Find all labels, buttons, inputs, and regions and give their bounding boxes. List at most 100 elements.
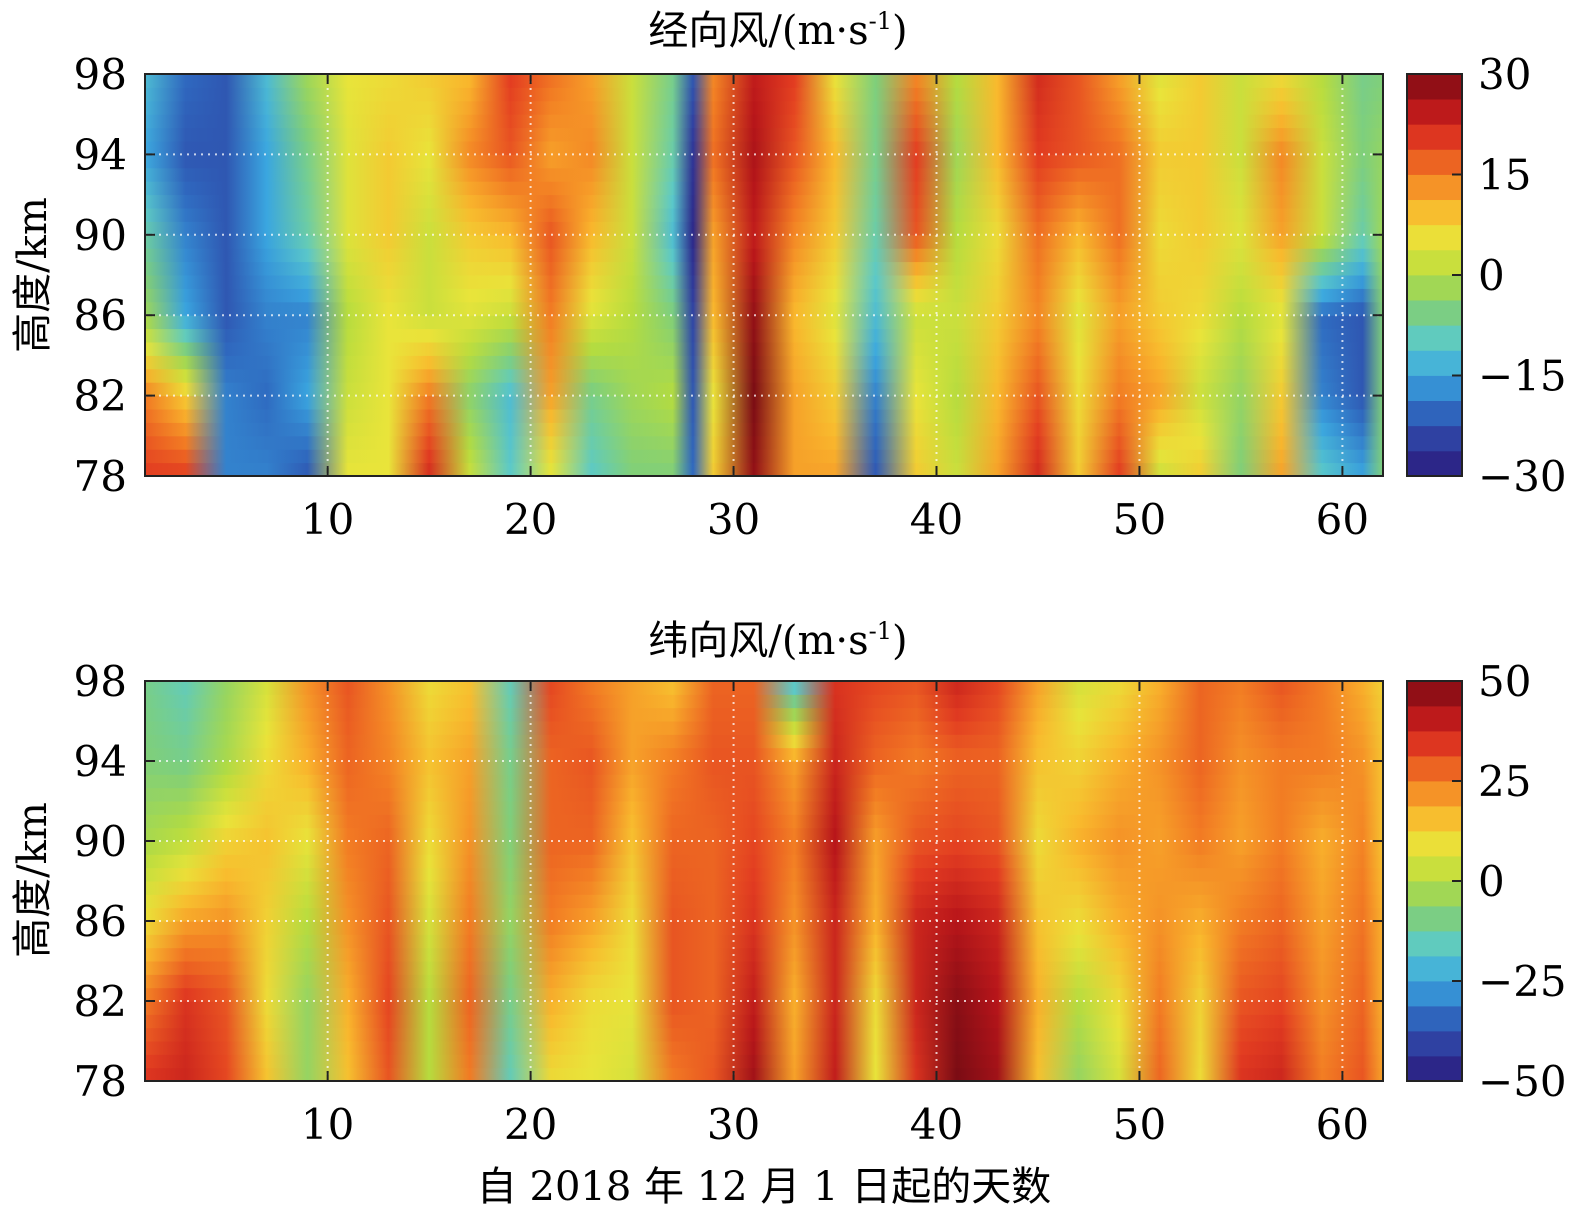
heatmap-band: [145, 681, 1383, 695]
colorbar-segment: [1407, 980, 1462, 1007]
colorbar-segment: [1407, 855, 1462, 882]
heatmap-meridional: [145, 74, 1383, 476]
colorbar-segment: [1407, 349, 1462, 376]
heatmap-band: [145, 987, 1383, 1002]
heatmap-zonal: [145, 681, 1383, 1081]
heatmap-band: [145, 840, 1383, 855]
colorbar-segment: [1407, 955, 1462, 982]
title-zonal-main: 纬向风/(m·s: [648, 618, 868, 664]
heatmap-band: [145, 287, 1383, 303]
colorbar-tick-label: −15: [1478, 352, 1567, 401]
heatmap-band: [145, 747, 1383, 762]
colorbar-segment: [1407, 299, 1462, 326]
heatmap-band: [145, 234, 1383, 249]
colorbar-tick-label: −30: [1478, 452, 1567, 501]
heatmap-band: [145, 381, 1383, 397]
y-tick-label: 86: [74, 291, 127, 340]
x-ticks-zonal: 10 20 30 40 50 60: [301, 681, 1369, 1149]
colorbar-tick-label: 25: [1478, 757, 1531, 806]
heatmap-band: [145, 341, 1383, 356]
heatmap-band: [145, 395, 1383, 410]
title-meridional-sup: -1: [869, 7, 892, 35]
colorbar-segment: [1407, 780, 1462, 807]
y-tick-label: 98: [74, 50, 127, 99]
colorbar-segment: [1407, 174, 1462, 201]
colorbar-segment: [1407, 930, 1462, 957]
heatmap-band: [145, 74, 1383, 88]
heatmap-band: [145, 1000, 1383, 1015]
x-tick-label: 10: [301, 1100, 354, 1149]
colorbar-segment: [1407, 880, 1462, 907]
x-tick-label: 20: [504, 1100, 557, 1149]
heatmap-band: [145, 261, 1383, 276]
heatmap-band: [145, 920, 1383, 935]
ylabel-zonal: 高度/km: [10, 802, 56, 958]
colorbar-segment: [1407, 98, 1462, 125]
y-tick-label: 82: [74, 372, 127, 421]
x-tick-label: 50: [1113, 1100, 1166, 1149]
y-tick-label: 94: [74, 737, 127, 786]
heatmap-band: [145, 707, 1383, 722]
heatmap-band: [145, 274, 1383, 289]
heatmap-band: [145, 140, 1383, 155]
heatmap-band: [145, 973, 1383, 989]
heatmap-band: [145, 733, 1383, 749]
heatmap-band: [145, 813, 1383, 829]
heatmap-band: [145, 773, 1383, 789]
colorbar-segment: [1407, 224, 1462, 251]
colorbar-segment: [1407, 425, 1462, 452]
heatmap-band: [145, 787, 1383, 802]
colorbar-segment: [1407, 830, 1462, 857]
x-tick-label: 40: [910, 1100, 963, 1149]
colorbar-zonal: −50 −25 0 25 50: [1406, 657, 1567, 1106]
colorbar-segment: [1407, 680, 1462, 707]
colorbar-segment: [1407, 755, 1462, 782]
y-ticks-meridional: 78 82 86 90 94 98: [74, 50, 1383, 501]
colorbar-tick-label: 15: [1478, 151, 1531, 200]
title-meridional-end: ): [892, 8, 908, 54]
colorbar-segment: [1407, 805, 1462, 832]
heatmap-band: [145, 408, 1383, 423]
x-tick-label: 30: [707, 1100, 760, 1149]
x-tick-label: 30: [707, 495, 760, 544]
heatmap-band: [145, 435, 1383, 450]
colorbar-segment: [1407, 400, 1462, 427]
panel-meridional: 经向风/(m·s-1) 10 20 30 40 50 60 78 82 86 90 94 98 高度…: [10, 7, 1567, 544]
heatmap-band: [145, 368, 1383, 383]
colorbar-segment: [1407, 274, 1462, 301]
colorbar-segment: [1407, 199, 1462, 226]
heatmap-band: [145, 421, 1383, 437]
colorbar-segment: [1407, 705, 1462, 732]
colorbar-tick-label: 0: [1478, 857, 1505, 906]
y-tick-label: 78: [74, 452, 127, 501]
plot-frame-zonal: [144, 680, 1384, 1082]
x-ticks-meridional: 10 20 30 40 50 60: [301, 74, 1369, 544]
colorbar-segment: [1407, 1030, 1462, 1057]
heatmap-band: [145, 462, 1383, 476]
heatmap-band: [145, 800, 1383, 815]
heatmap-band: [145, 693, 1383, 709]
colorbar-segment: [1407, 324, 1462, 351]
heatmap-band: [145, 720, 1383, 735]
heatmap-band: [145, 933, 1383, 949]
colorbar-segment: [1407, 905, 1462, 932]
heatmap-band: [145, 247, 1383, 263]
heatmap-band: [145, 960, 1383, 975]
heatmap-band: [145, 314, 1383, 330]
heatmap-band: [145, 127, 1383, 142]
title-zonal-end: ): [892, 618, 908, 664]
heatmap-band: [145, 827, 1383, 842]
colorbar-tick-label: 30: [1478, 50, 1531, 99]
y-tick-label: 90: [74, 817, 127, 866]
heatmap-band: [145, 853, 1383, 869]
heatmap-band: [145, 907, 1383, 922]
colorbar-segment: [1407, 249, 1462, 276]
y-ticks-zonal: 78 82 86 90 94 98: [74, 657, 1383, 1106]
heatmap-band: [145, 113, 1383, 129]
colorbar-tick-label: −50: [1478, 1057, 1567, 1106]
heatmap-band: [145, 86, 1383, 102]
heatmap-band: [145, 301, 1383, 316]
heatmap-band: [145, 448, 1383, 464]
heatmap-band: [145, 867, 1383, 882]
